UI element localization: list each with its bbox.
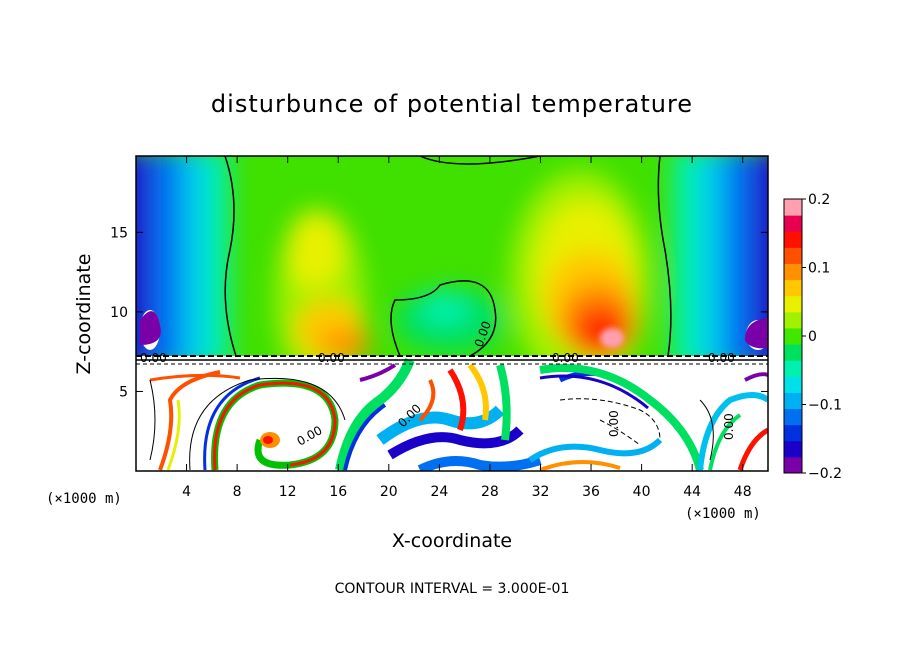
colorbar-swatch [784,344,802,361]
x-tick-label: 28 [481,484,499,500]
contour-line [699,399,714,461]
colorbar-tick-label: 0 [808,329,817,345]
colorbar-swatch [784,231,802,248]
x-tick-label: 20 [380,484,398,500]
contour-label: 0.00 [607,410,621,437]
y-tick-label: 5 [119,384,128,400]
x-axis-title: X-coordinate [392,530,512,552]
colorbar-swatch [784,440,802,458]
colorbar-swatch [784,327,802,345]
x-tick-label: 32 [532,484,550,500]
plot-frame [135,155,769,472]
colorbar-swatch [784,392,802,410]
contour-line [657,156,672,356]
colorbar-swatch [784,311,802,329]
colorbar-swatch [784,215,802,232]
colorbar-swatch [784,408,802,426]
contour-interval-note: CONTOUR INTERVAL = 3.000E-01 [335,581,570,597]
x-unit-label-left: (×1000 m) [46,491,122,507]
colorbar-swatch [784,424,802,442]
colorbar-swatch [784,247,802,264]
contour-line [559,398,661,441]
chart-title: disturbunce of potential temperature [211,90,693,118]
colorbar-ticks: 0.2 0.1 0 −0.1 −0.2 [802,192,842,482]
colorbar-tick-label: −0.2 [808,466,842,482]
colorbar-swatches [784,199,802,474]
colorbar: 0.2 0.1 0 −0.1 −0.2 [783,192,842,482]
x-tick-label: 44 [683,484,701,500]
contour-label: 0.00 [318,351,345,365]
x-tick-label: 8 [233,484,242,500]
contour-line [189,377,346,471]
colorbar-swatch [784,376,802,393]
x-tick-label: 4 [182,484,191,500]
contour-label: 0.00 [722,413,736,440]
colorbar-swatch [784,360,802,377]
colorbar-swatch [784,456,802,474]
x-tick-label: 40 [633,484,651,500]
x-tick-label: 48 [734,484,752,500]
heatmap-field [136,156,768,471]
lower-layer [136,356,768,471]
x-tick-label: 24 [430,484,448,500]
colorbar-tick-label: −0.1 [808,398,842,414]
contour-line [390,280,497,356]
x-tick-label: 16 [329,484,347,500]
y-tick-label: 15 [110,225,128,241]
x-tick-label: 36 [582,484,600,500]
colorbar-swatch [784,263,802,281]
contour-label: 0.00 [552,351,579,365]
contour-label: 0.00 [140,351,167,365]
contour-label: 0.00 [708,351,735,365]
contour-line [419,156,541,165]
upper-layer [136,156,768,356]
contour-line [224,156,237,356]
x-tick-label: 12 [279,484,297,500]
contour-line [599,419,641,446]
colorbar-swatch [784,199,802,216]
contour-line [149,379,156,461]
colorbar-swatch [784,295,802,313]
y-axis-ticks: 5 10 15 [110,225,768,400]
colorbar-tick-label: 0.1 [808,261,830,277]
x-unit-label-right: (×1000 m) [685,506,761,522]
x-axis-ticks: 4 8 12 16 20 24 28 32 36 40 44 48 [182,156,752,500]
y-tick-label: 10 [110,305,128,321]
colorbar-swatch [784,279,802,297]
colorbar-tick-label: 0.2 [808,192,830,208]
y-axis-title: Z-coordinate [73,254,95,375]
